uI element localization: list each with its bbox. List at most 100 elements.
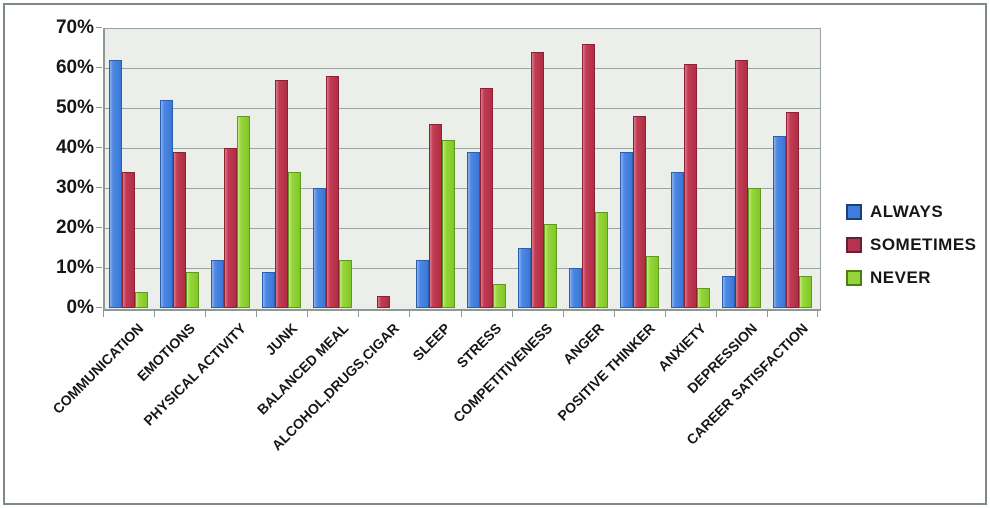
bar-never-competitiveness — [543, 224, 557, 308]
x-axis-label-positive-thinker: POSITIVE THINKER — [553, 320, 658, 424]
legend-swatch-sometimes — [846, 237, 862, 253]
y-axis-tick — [96, 187, 102, 188]
x-axis-tick — [154, 310, 156, 317]
bar-never-physical-activity — [237, 116, 251, 308]
y-axis-label-30: 30% — [55, 177, 94, 198]
x-axis-tick — [715, 310, 717, 317]
bar-always-physical-activity — [211, 260, 225, 308]
y-axis-tick — [96, 147, 102, 148]
bar-never-sleep — [441, 140, 455, 308]
gridline-20 — [105, 228, 820, 229]
gridline-30 — [105, 188, 820, 189]
bar-group-balanced-meal — [307, 28, 358, 308]
x-axis-tick — [307, 310, 309, 317]
bar-group-competitiveness — [512, 28, 563, 308]
y-axis-label-40: 40% — [55, 137, 94, 158]
legend-swatch-always — [846, 204, 862, 220]
bar-sometimes-depression — [734, 60, 748, 308]
x-axis-label-junk: JUNK — [261, 320, 301, 359]
bar-group-stress — [461, 28, 512, 308]
bar-group-junk — [256, 28, 307, 308]
bar-sometimes-stress — [479, 88, 493, 308]
bar-always-communication — [109, 60, 123, 308]
bar-always-anger — [568, 268, 582, 308]
bar-never-emotions — [186, 272, 200, 308]
bar-sometimes-alcohol-drugs-cigar — [377, 296, 391, 308]
x-axis-tick — [358, 310, 360, 317]
bar-group-emotions — [154, 28, 205, 308]
gridline-70 — [105, 28, 820, 29]
y-axis-tick — [96, 227, 102, 228]
legend-item-always: ALWAYS — [846, 202, 977, 222]
bar-sometimes-sleep — [428, 124, 442, 308]
y-axis-label-20: 20% — [55, 217, 94, 238]
bar-never-depression — [747, 188, 761, 308]
gridline-10 — [105, 268, 820, 269]
bar-never-balanced-meal — [339, 260, 353, 308]
bar-sometimes-junk — [275, 80, 289, 308]
x-axis-label-competitiveness: COMPETITIVENESS — [450, 320, 556, 426]
y-axis-label-60: 60% — [55, 57, 94, 78]
bar-group-anger — [563, 28, 614, 308]
y-axis-label-50: 50% — [55, 97, 94, 118]
x-axis-label-sleep: SLEEP — [409, 320, 454, 364]
gridline-60 — [105, 68, 820, 69]
y-axis-label-10: 10% — [55, 257, 94, 278]
bar-never-junk — [288, 172, 302, 308]
x-axis-label-balanced-meal: BALANCED MEAL — [253, 320, 352, 418]
x-axis-label-communication: COMMUNICATION — [49, 320, 147, 417]
bar-always-stress — [466, 152, 480, 308]
gridline-50 — [105, 108, 820, 109]
bar-sometimes-physical-activity — [224, 148, 238, 308]
bar-group-depression — [716, 28, 767, 308]
bar-always-anxiety — [670, 172, 684, 308]
bar-group-physical-activity — [205, 28, 256, 308]
bar-sometimes-positive-thinker — [632, 116, 646, 308]
bar-never-stress — [492, 284, 506, 308]
bar-sometimes-competitiveness — [530, 52, 544, 308]
x-axis-tick — [664, 310, 666, 317]
gridline-40 — [105, 148, 820, 149]
legend-label-never: NEVER — [870, 268, 932, 287]
y-axis-tick — [96, 27, 102, 28]
y-axis-tick — [96, 307, 102, 308]
x-axis-label-anxiety: ANXIETY — [654, 320, 709, 375]
bar-sometimes-career-satisfaction — [786, 112, 800, 308]
x-axis-tick — [817, 310, 818, 317]
y-axis-tick — [96, 107, 102, 108]
bar-group-sleep — [409, 28, 460, 308]
bar-never-anger — [594, 212, 608, 308]
legend-item-sometimes: SOMETIMES — [846, 235, 977, 255]
x-axis-tick — [766, 310, 768, 317]
x-axis-tick — [256, 310, 258, 317]
x-axis-tick — [103, 310, 104, 317]
bar-always-sleep — [415, 260, 429, 308]
bar-always-emotions — [160, 100, 174, 308]
y-axis-label-0: 0% — [66, 297, 94, 318]
legend-item-never: NEVER — [846, 268, 977, 288]
bar-sometimes-communication — [122, 172, 136, 308]
x-axis-label-stress: STRESS — [453, 320, 505, 371]
y-axis-label-70: 70% — [55, 17, 94, 38]
bar-group-communication — [103, 28, 154, 308]
bar-group-anxiety — [665, 28, 716, 308]
x-axis-tick — [409, 310, 411, 317]
bar-group-career-satisfaction — [767, 28, 818, 308]
bar-groups — [103, 28, 818, 308]
bar-always-balanced-meal — [313, 188, 327, 308]
x-axis-tick — [511, 310, 513, 317]
legend-label-always: ALWAYS — [870, 202, 944, 221]
bar-never-communication — [135, 292, 149, 308]
bar-sometimes-anxiety — [683, 64, 697, 308]
x-axis-tick — [205, 310, 207, 317]
bar-sometimes-anger — [581, 44, 595, 308]
x-axis-tick — [613, 310, 615, 317]
bar-always-competitiveness — [517, 248, 531, 308]
bar-group-positive-thinker — [614, 28, 665, 308]
x-axis-label-physical-activity: PHYSICAL ACTIVITY — [140, 320, 250, 429]
legend-swatch-never — [846, 270, 862, 286]
bar-always-depression — [721, 276, 735, 308]
bar-sometimes-emotions — [173, 152, 187, 308]
bar-always-positive-thinker — [619, 152, 633, 308]
